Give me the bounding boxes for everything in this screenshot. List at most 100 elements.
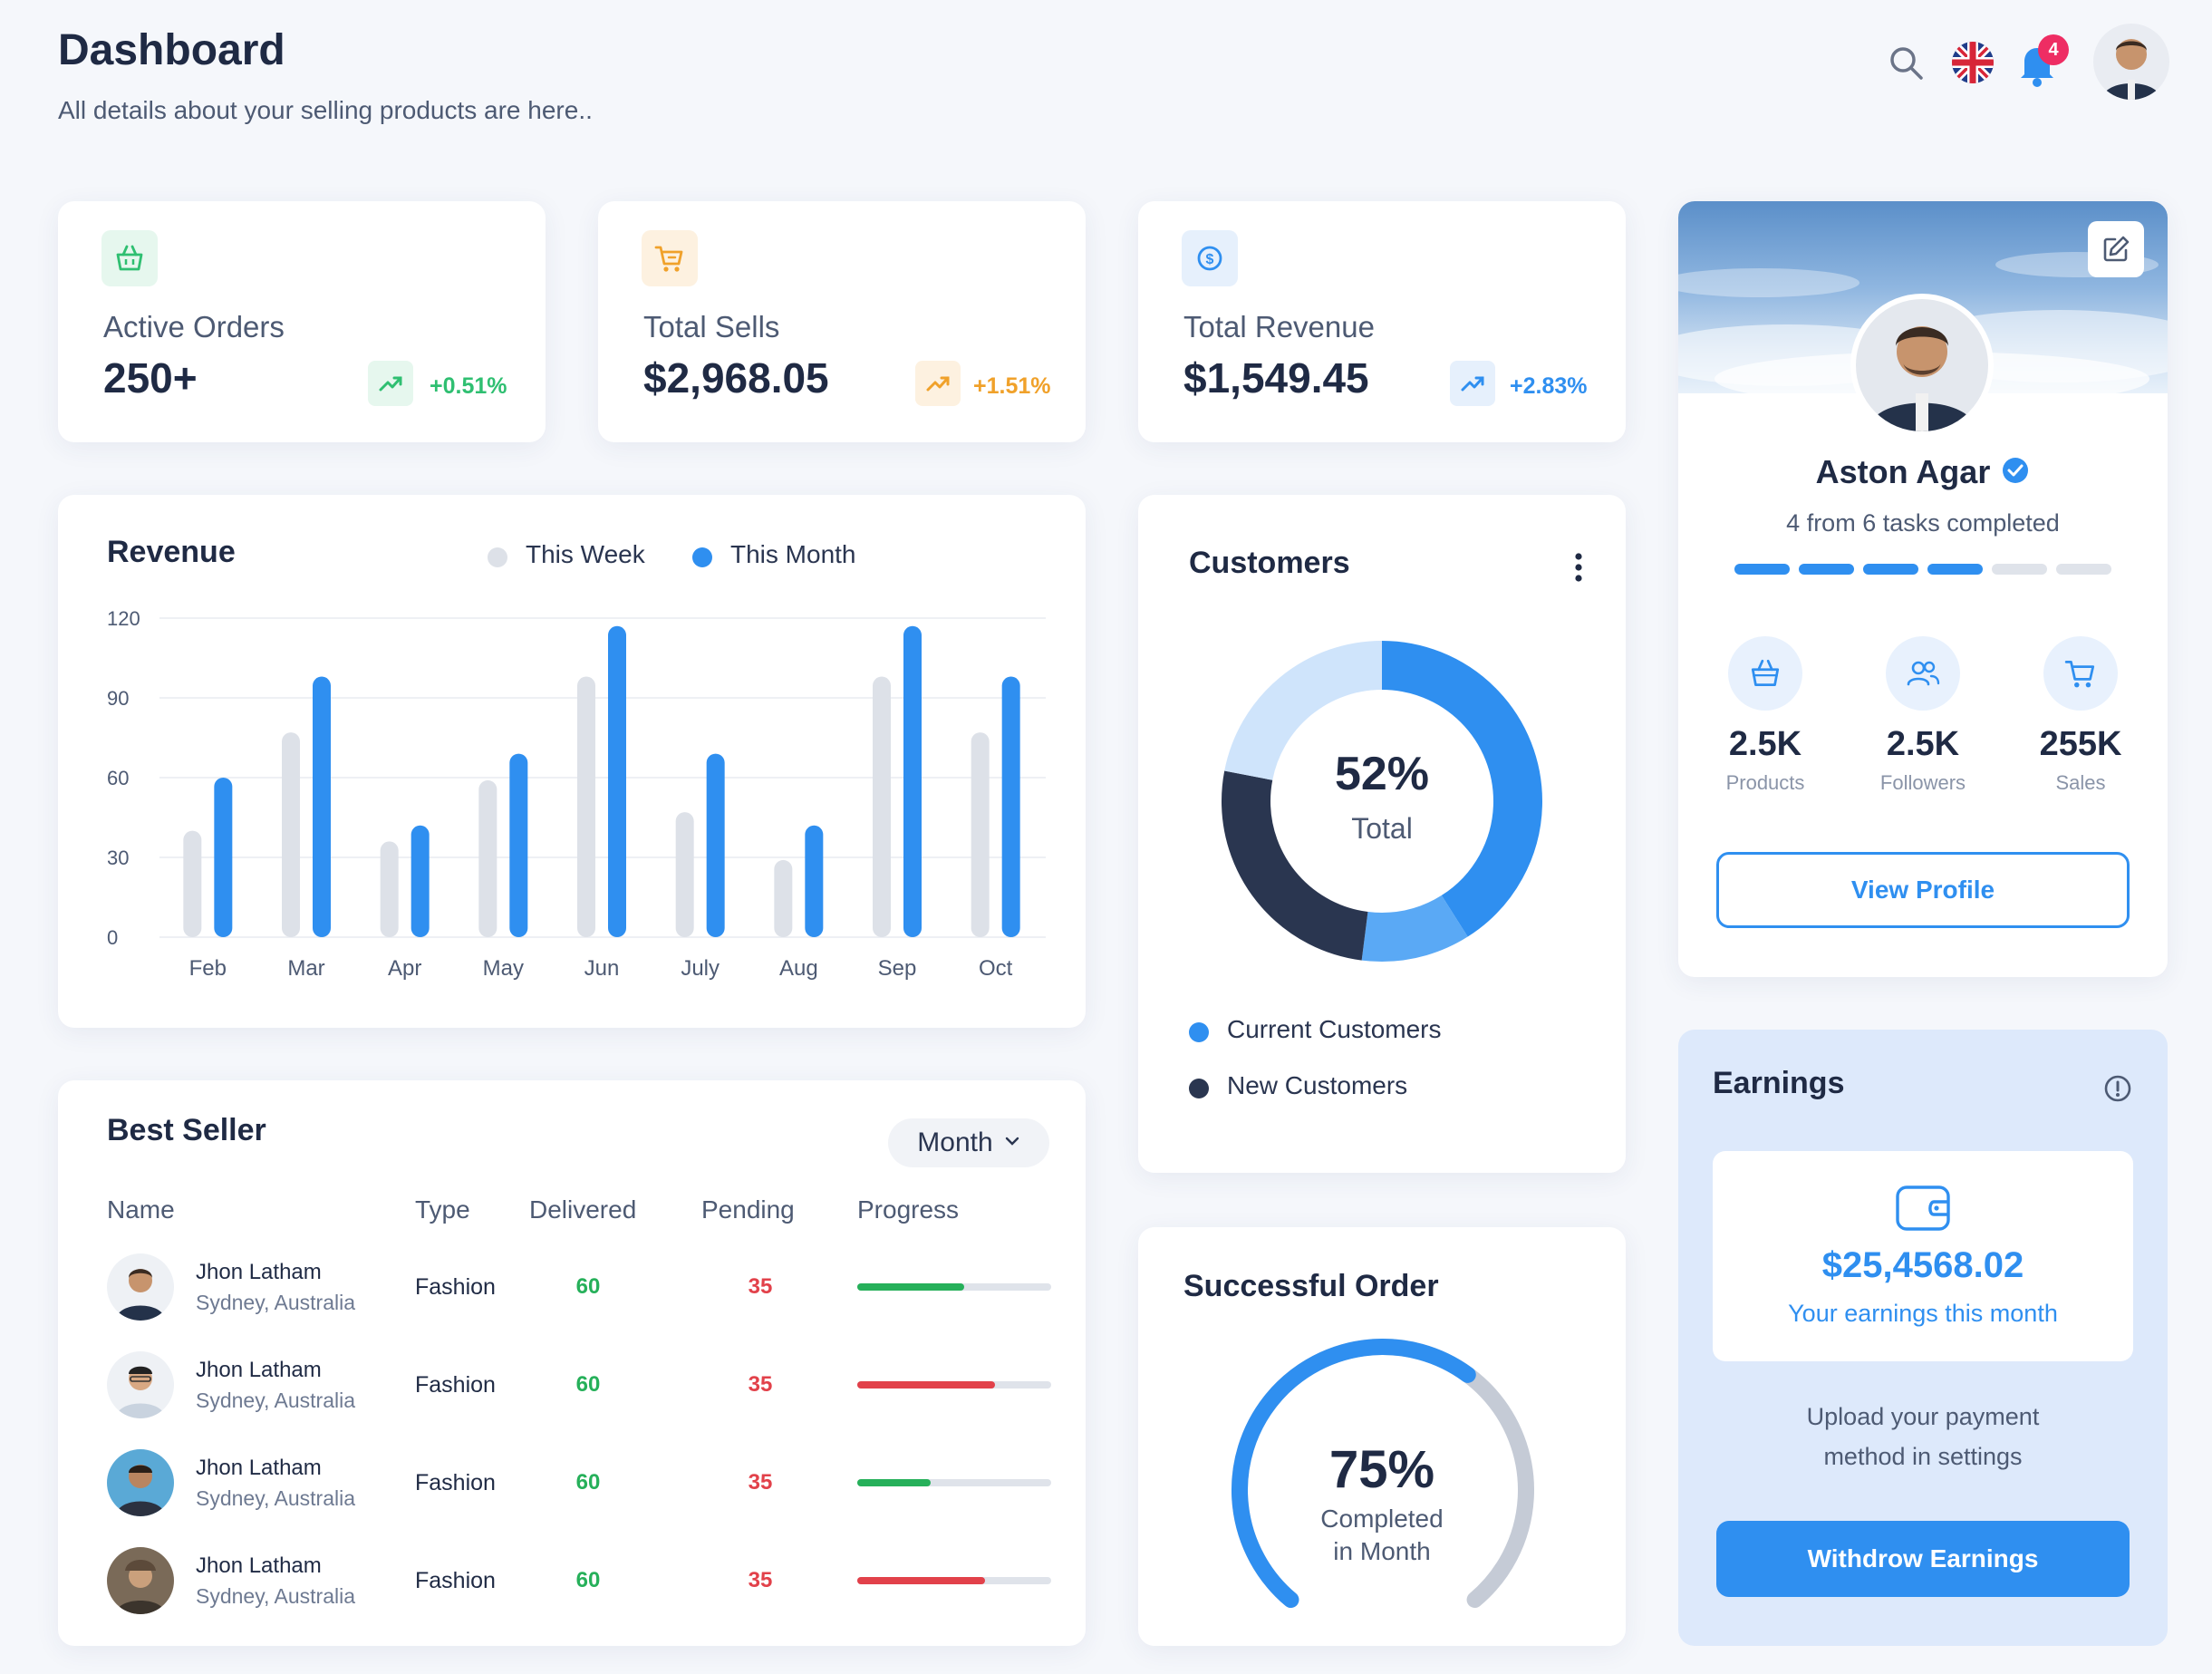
progress-fill	[857, 1577, 986, 1584]
seller-name: Jhon Latham	[196, 1357, 322, 1382]
column-header-pending[interactable]: Pending	[701, 1195, 795, 1224]
pending-count: 35	[748, 1568, 773, 1592]
pending-count: 35	[748, 1470, 773, 1495]
successful-order-card: Successful Order 75% Completed in Month	[1138, 1227, 1626, 1646]
avatar	[107, 1253, 174, 1321]
task-step	[1863, 564, 1918, 575]
legend-this-week[interactable]: This Week	[526, 540, 645, 568]
progress-fill	[857, 1479, 932, 1486]
y-tick-label: 60	[107, 767, 129, 789]
gauge-fill	[1232, 1339, 1476, 1609]
svg-text:$: $	[1206, 252, 1214, 267]
pending-count: 35	[748, 1274, 773, 1299]
withdraw-earnings-button[interactable]: Withdrow Earnings	[1716, 1521, 2130, 1597]
basket-icon	[1728, 636, 1802, 711]
trend-up-icon	[915, 361, 961, 406]
header-avatar[interactable]	[2093, 24, 2169, 100]
bar-this-month	[903, 625, 922, 937]
avatar	[107, 1351, 174, 1418]
earnings-amount: $25,4568.02	[1821, 1245, 2024, 1285]
cart-icon	[2043, 636, 2118, 711]
stat-change: +0.51%	[430, 373, 507, 399]
wallet-icon	[1892, 1180, 1954, 1234]
notification-badge: 4	[2038, 34, 2069, 65]
profile-avatar	[1850, 294, 1994, 437]
legend-this-month[interactable]: This Month	[730, 540, 856, 568]
info-icon[interactable]	[2102, 1073, 2133, 1104]
bar-this-month	[509, 753, 528, 937]
seller-type: Fashion	[415, 1371, 496, 1398]
seller-name: Jhon Latham	[196, 1553, 322, 1578]
seller-location: Sydney, Australia	[196, 1290, 356, 1314]
stat-card-active-orders: Active Orders 250+ +0.51%	[58, 201, 546, 442]
customers-percent: 52%	[1334, 748, 1430, 800]
more-options-icon[interactable]	[1568, 549, 1589, 585]
customers-donut-chart	[1222, 641, 1542, 962]
bar-this-week	[971, 732, 990, 937]
successful-order-title: Successful Order	[1183, 1269, 1439, 1303]
y-tick-label: 120	[107, 607, 140, 630]
best-seller-title: Best Seller	[107, 1113, 266, 1147]
delivered-count: 60	[575, 1372, 601, 1397]
profile-stat-value: 255K	[2039, 725, 2122, 763]
x-tick-label: Feb	[189, 956, 227, 981]
bar-this-week	[873, 676, 891, 937]
seller-type: Fashion	[415, 1469, 496, 1495]
bar-this-week	[675, 812, 694, 937]
column-header-delivered[interactable]: Delivered	[529, 1195, 637, 1224]
table-row[interactable]: Jhon Latham Sydney, Australia Fashion 60 …	[107, 1532, 1066, 1630]
profile-stat-products: 2.5K Products	[1693, 636, 1838, 795]
progress-fill	[857, 1381, 995, 1389]
customers-card: Customers 52% Total Current Customers Ne…	[1138, 495, 1626, 1173]
edit-icon[interactable]	[2088, 221, 2144, 277]
progress-bar	[857, 1577, 1051, 1584]
column-header-progress[interactable]: Progress	[857, 1195, 960, 1224]
y-tick-label: 0	[107, 926, 118, 949]
table-row[interactable]: Jhon Latham Sydney, Australia Fashion 60 …	[107, 1336, 1066, 1434]
best-seller-card: Best Seller Month Name Type Delivered Pe…	[58, 1080, 1086, 1646]
seller-location: Sydney, Australia	[196, 1388, 356, 1412]
cart-icon	[642, 230, 698, 286]
y-tick-label: 30	[107, 847, 129, 869]
table-row[interactable]: Jhon Latham Sydney, Australia Fashion 60 …	[107, 1238, 1066, 1336]
bar-this-week	[380, 841, 399, 937]
x-tick-label: Aug	[779, 956, 818, 981]
x-tick-label: Sep	[878, 956, 917, 981]
bar-this-week	[774, 859, 793, 937]
earnings-card: Earnings $25,4568.02 Your earnings this …	[1678, 1030, 2168, 1646]
chevron-down-icon	[1004, 1135, 1020, 1151]
period-filter-dropdown[interactable]: Month	[888, 1118, 1049, 1167]
verified-badge-icon	[2001, 456, 2030, 489]
earnings-note-2: method in settings	[1823, 1443, 2023, 1470]
x-tick-label: May	[483, 956, 524, 981]
bar-this-week	[282, 732, 300, 937]
successful-order-percent: 75%	[1328, 1440, 1435, 1499]
progress-bar	[857, 1283, 1051, 1291]
progress-bar	[857, 1479, 1051, 1486]
bar-this-month	[706, 753, 725, 937]
column-header-name[interactable]: Name	[107, 1195, 175, 1224]
seller-type: Fashion	[415, 1567, 496, 1593]
stat-change: +1.51%	[973, 373, 1051, 399]
seller-name: Jhon Latham	[196, 1455, 322, 1480]
table-row[interactable]: Jhon Latham Sydney, Australia Fashion 60 …	[107, 1434, 1066, 1532]
delivered-count: 60	[575, 1568, 601, 1592]
uk-flag-icon[interactable]	[1952, 42, 1994, 83]
profile-stat-followers: 2.5K Followers	[1850, 636, 1995, 795]
view-profile-button[interactable]: View Profile	[1716, 852, 2130, 928]
search-icon[interactable]	[1887, 44, 1927, 83]
legend-new-customers: New Customers	[1227, 1071, 1408, 1099]
legend-current-customers: Current Customers	[1227, 1015, 1442, 1043]
column-header-type[interactable]: Type	[415, 1195, 470, 1224]
avatar	[107, 1449, 174, 1516]
profile-stat-value: 2.5K	[1728, 725, 1802, 763]
avatar	[107, 1547, 174, 1614]
legend-dot-current-customers	[1189, 1022, 1209, 1042]
task-step	[1734, 564, 1790, 575]
successful-order-caption-2: in Month	[1333, 1537, 1431, 1565]
x-tick-label: Apr	[388, 956, 421, 981]
revenue-title: Revenue	[107, 535, 236, 569]
bar-this-month	[411, 825, 430, 937]
legend-dot-this-month	[692, 547, 712, 567]
pending-count: 35	[748, 1372, 773, 1397]
